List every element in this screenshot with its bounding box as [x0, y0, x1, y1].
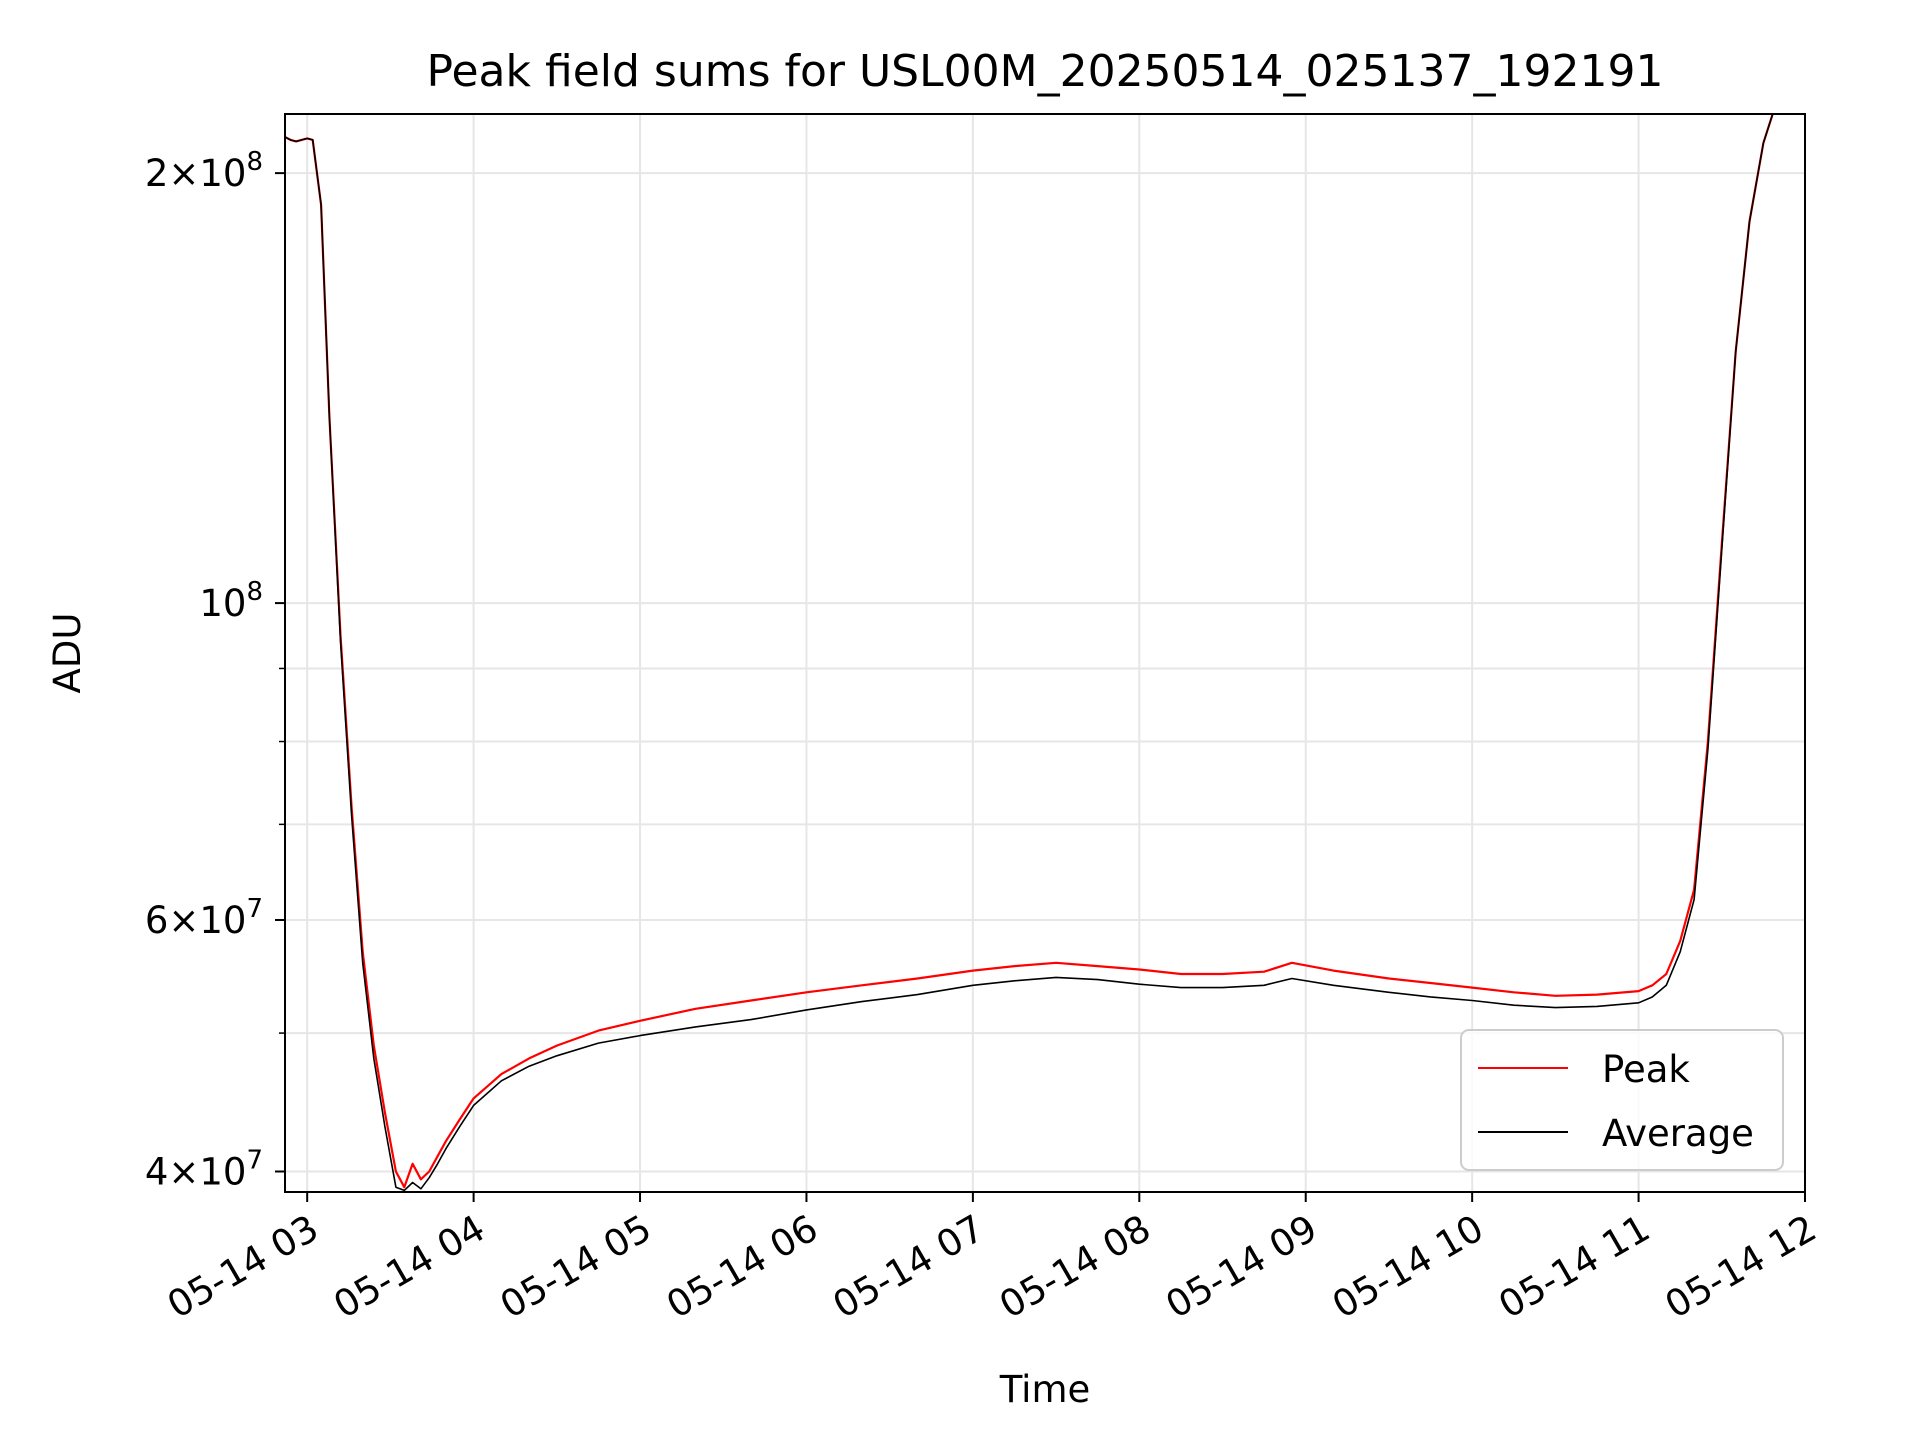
x-tick-label: 05-14 07 — [826, 1207, 992, 1327]
x-tick-label: 05-14 03 — [160, 1207, 326, 1327]
x-tick-label: 05-14 08 — [992, 1207, 1158, 1327]
series-line-peak — [285, 114, 1774, 1189]
plot-frame — [284, 113, 1806, 1193]
x-tick-label: 05-14 11 — [1492, 1207, 1658, 1327]
legend-box — [1460, 1029, 1784, 1171]
chart-title: Peak field sums for USL00M_20250514_0251… — [427, 46, 1664, 97]
y-tick-label: 6×107 — [145, 894, 263, 942]
y-axis-label: ADU — [46, 613, 89, 694]
x-tick-label: 05-14 05 — [493, 1207, 659, 1327]
x-tick-label: 05-14 10 — [1325, 1207, 1491, 1327]
series-line-average — [285, 114, 1774, 1192]
x-axis-label: Time — [999, 1368, 1091, 1411]
x-axis-ticks: 05-14 03 05-14 04 05-14 05 05-14 06 05-14 07… — [160, 1192, 1824, 1327]
legend: Peak Average — [1460, 1029, 1784, 1171]
x-tick-label: 05-14 04 — [327, 1207, 493, 1327]
legend-label-average: Average — [1602, 1112, 1754, 1155]
y-tick-label: 2×108 — [145, 147, 263, 195]
y-tick-label-base: 2×10 — [145, 152, 247, 195]
y-tick-label-exponent: 7 — [246, 1146, 263, 1176]
y-tick-label-base: 6×10 — [145, 899, 247, 942]
grid — [285, 114, 1806, 1192]
legend-label-peak: Peak — [1602, 1048, 1690, 1091]
series-lines — [285, 114, 1774, 1192]
y-tick-label-exponent: 7 — [246, 894, 263, 924]
x-tick-label: 05-14 12 — [1658, 1207, 1824, 1327]
x-tick-label: 05-14 09 — [1159, 1207, 1325, 1327]
y-tick-label: 4×107 — [145, 1146, 263, 1194]
y-tick-label-base: 4×10 — [145, 1151, 247, 1194]
y-tick-label-base: 10 — [199, 582, 246, 625]
y-tick-label-exponent: 8 — [246, 577, 263, 607]
y-tick-label-exponent: 8 — [246, 147, 263, 177]
plot-area — [285, 114, 1774, 1192]
y-tick-label: 108 — [199, 577, 263, 625]
x-tick-label: 05-14 06 — [659, 1207, 825, 1327]
